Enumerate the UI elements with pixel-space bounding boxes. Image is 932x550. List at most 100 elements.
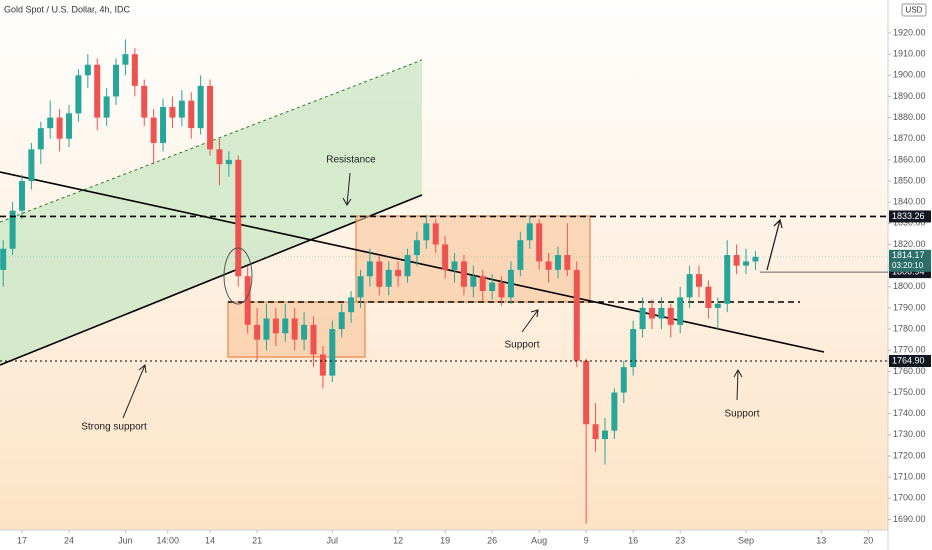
chart-title: Gold Spot / U.S. Dollar, 4h, IDC — [4, 4, 131, 14]
candle-body — [507, 269, 514, 298]
x-tick-label: 16 — [628, 535, 638, 545]
candle-body — [395, 269, 402, 277]
candle-body — [113, 64, 120, 97]
annotation: Strong support — [81, 422, 147, 433]
y-tick-label: 1890.00 — [893, 91, 926, 101]
y-tick-label: 1730.00 — [893, 429, 926, 439]
x-tick-label: 24 — [64, 535, 74, 545]
y-tick-label: 1880.00 — [893, 112, 926, 122]
candle-body — [207, 85, 214, 150]
y-tick-label: 1760.00 — [893, 366, 926, 376]
candle-body — [254, 324, 261, 340]
level-label: 1833.26 — [892, 211, 925, 221]
last-price-box — [889, 249, 931, 272]
candle-body — [601, 430, 608, 440]
candle-body — [620, 367, 627, 393]
candle-body — [423, 223, 430, 241]
candle-body — [160, 107, 167, 143]
trend-line — [0, 171, 825, 353]
candle-body — [432, 223, 439, 245]
x-tick-label: 12 — [393, 535, 403, 545]
y-tick-label: 1690.00 — [893, 514, 926, 524]
x-tick-label: Jun — [118, 535, 133, 545]
candle-body — [291, 318, 298, 340]
candle-body — [479, 276, 486, 292]
candle-body — [122, 54, 129, 65]
candle-body — [178, 100, 185, 118]
x-tick-label: Sep — [738, 535, 754, 545]
candle-body — [225, 159, 232, 165]
candle-body — [366, 261, 373, 277]
candle-body — [630, 329, 637, 368]
candle-body — [9, 210, 16, 249]
candle-body — [554, 255, 561, 270]
candle-body — [648, 307, 655, 319]
candle-body — [592, 424, 599, 440]
annotation: Support — [504, 340, 539, 351]
candle-body — [470, 276, 477, 287]
x-tick-label: 19 — [440, 535, 450, 545]
candle-body — [489, 282, 496, 292]
candle-body — [357, 276, 364, 298]
candle-body — [545, 261, 552, 270]
candle-body — [216, 149, 223, 165]
level-label-box — [889, 355, 931, 368]
x-tick-label: 21 — [252, 535, 262, 545]
currency-badge — [901, 3, 927, 17]
last-price-label: 1814.17 — [892, 250, 925, 260]
candle-body — [460, 261, 467, 287]
x-tick-label: 26 — [487, 535, 497, 545]
candle-body — [677, 297, 684, 325]
candle-body — [385, 269, 392, 287]
candle-body — [141, 85, 148, 118]
y-tick-label: 1720.00 — [893, 450, 926, 460]
y-tick-label: 1820.00 — [893, 239, 926, 249]
channel-fill — [0, 60, 422, 365]
candle-body — [329, 329, 336, 376]
y-tick-label: 1750.00 — [893, 387, 926, 397]
x-tick-label: 17 — [17, 535, 27, 545]
candle-body — [348, 297, 355, 313]
candle-body — [413, 240, 420, 256]
candle-body — [338, 312, 345, 330]
candle-body — [47, 117, 54, 129]
candle-body — [667, 307, 674, 325]
annotation: Resistance — [326, 155, 376, 166]
y-tick-label: 1900.00 — [893, 70, 926, 80]
candle-body — [282, 318, 289, 334]
candle-body — [197, 85, 204, 129]
x-tick-label: 20 — [863, 535, 873, 545]
candle-body — [442, 244, 449, 270]
y-tick-label: 1710.00 — [893, 472, 926, 482]
y-tick-label: 1780.00 — [893, 323, 926, 333]
candle-body — [244, 276, 251, 325]
candle-body — [56, 117, 63, 139]
y-tick-label: 1770.00 — [893, 345, 926, 355]
candle-body — [743, 261, 750, 266]
candle-body — [611, 392, 618, 431]
y-tick-label: 1790.00 — [893, 302, 926, 312]
candle-body — [84, 64, 91, 76]
candle-body — [75, 75, 82, 114]
candle-body — [686, 274, 693, 298]
y-tick-label: 1870.00 — [893, 133, 926, 143]
currency-label: USD — [906, 6, 923, 15]
y-tick-label: 1860.00 — [893, 154, 926, 164]
candle-body — [752, 256, 759, 262]
candle-body — [536, 223, 543, 262]
candle-body — [376, 261, 383, 287]
x-tick-label: 9 — [584, 535, 589, 545]
countdown: 03:20:10 — [892, 261, 924, 270]
y-tick-label: 1800.00 — [893, 281, 926, 291]
y-tick-label: 1850.00 — [893, 175, 926, 185]
x-tick-label: 13 — [816, 535, 826, 545]
y-tick-label: 1830.00 — [893, 218, 926, 228]
annotation: Support — [724, 409, 759, 420]
highlight-ellipse — [223, 247, 253, 305]
candle-body — [583, 360, 590, 425]
candle-body — [498, 282, 505, 298]
candle-body — [517, 240, 524, 270]
candle-body — [310, 324, 317, 355]
candle-body — [301, 324, 308, 340]
